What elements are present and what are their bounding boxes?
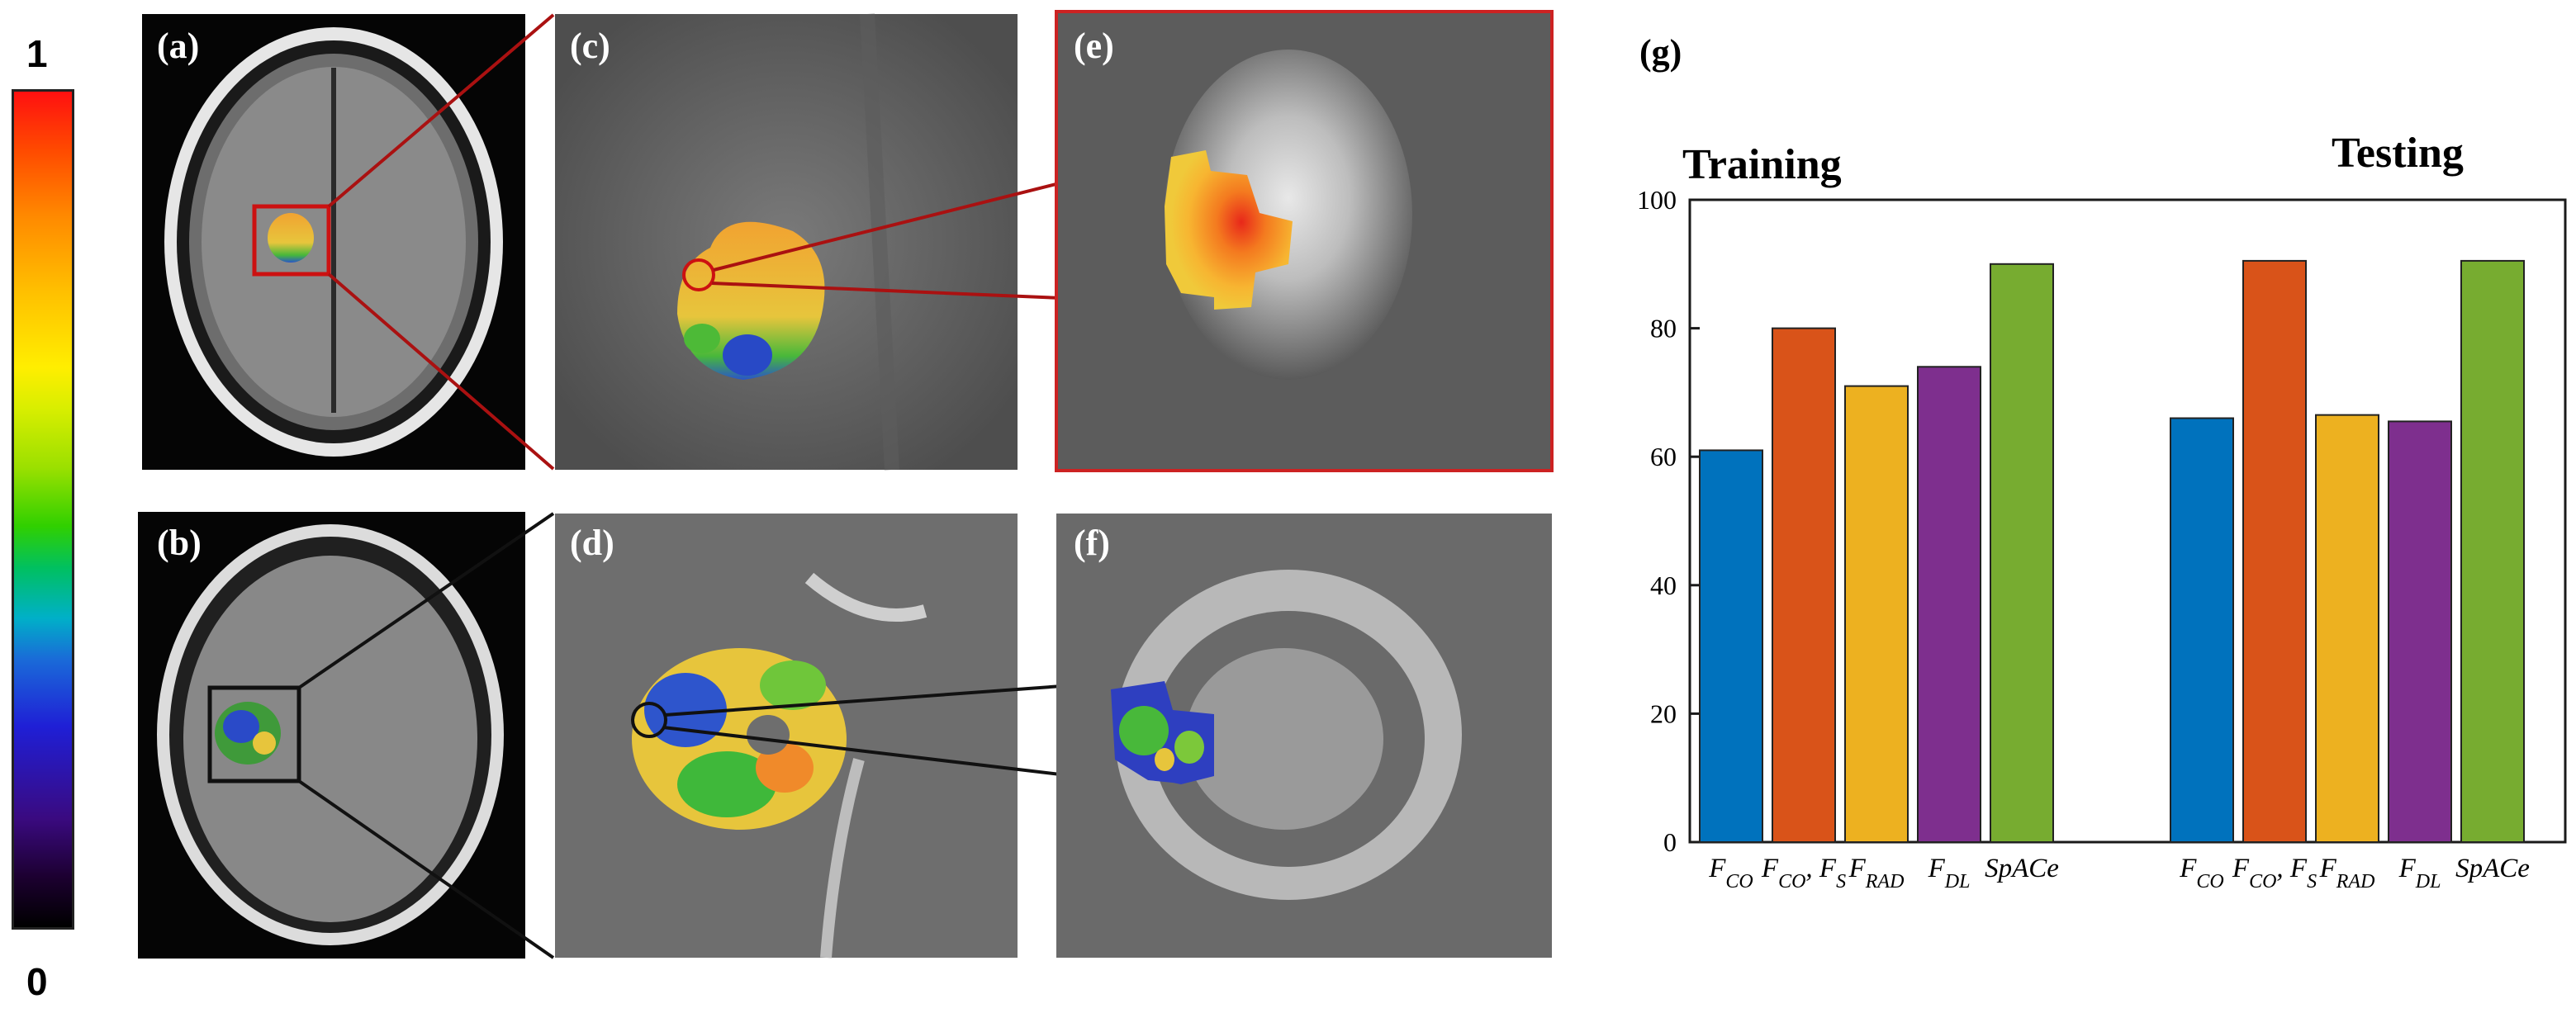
panel-b-label: (b) <box>157 523 202 563</box>
x-tick-label: FCO <box>1708 854 1753 892</box>
panel-f-label: (f) <box>1074 523 1110 563</box>
bar <box>1772 327 1836 844</box>
colorbar-min-label: 0 <box>26 960 48 1003</box>
group-title: Training <box>1682 141 1842 188</box>
bar <box>2388 420 2452 843</box>
x-tick-label: FDL <box>1928 854 1971 892</box>
x-tick-label: FDL <box>2398 854 2441 892</box>
bar <box>1844 385 1909 843</box>
group-title: Testing <box>2332 130 2464 177</box>
x-tick-label: FCO, FS <box>2232 854 2317 892</box>
bar <box>2242 259 2307 844</box>
x-tick-label: SpACe <box>2455 854 2530 883</box>
bar <box>1990 263 2054 843</box>
y-tick-label: 80 <box>1650 314 1677 343</box>
bar <box>2460 259 2525 844</box>
panel-d-label: (d) <box>570 523 614 563</box>
y-tick-label: 100 <box>1637 185 1677 215</box>
y-tick-label: 40 <box>1650 570 1677 600</box>
bar <box>1917 366 1981 843</box>
panel-c-label: (c) <box>570 26 610 66</box>
bar <box>2170 417 2234 843</box>
bar <box>1699 449 1763 843</box>
plot-frame <box>1688 198 2567 844</box>
x-tick-label: FRAD <box>1848 854 1905 892</box>
y-tick-label: 0 <box>1663 827 1677 857</box>
panel-e-label: (e) <box>1074 26 1114 66</box>
x-tick-label: FCO, FS <box>1761 854 1846 892</box>
bar <box>2315 414 2379 843</box>
x-tick-label: SpACe <box>1985 854 2059 883</box>
panel-g-label: (g) <box>1639 32 1682 73</box>
x-tick-label: FCO <box>2179 854 2224 892</box>
panel-a-label: (a) <box>157 26 200 66</box>
colorbar-max-label: 1 <box>26 32 48 75</box>
mri-panels <box>138 10 1554 959</box>
colorbar <box>12 89 74 930</box>
x-tick-label: FRAD <box>2319 854 2375 892</box>
y-tick-label: 20 <box>1650 698 1677 728</box>
y-tick-label: 60 <box>1650 442 1677 471</box>
